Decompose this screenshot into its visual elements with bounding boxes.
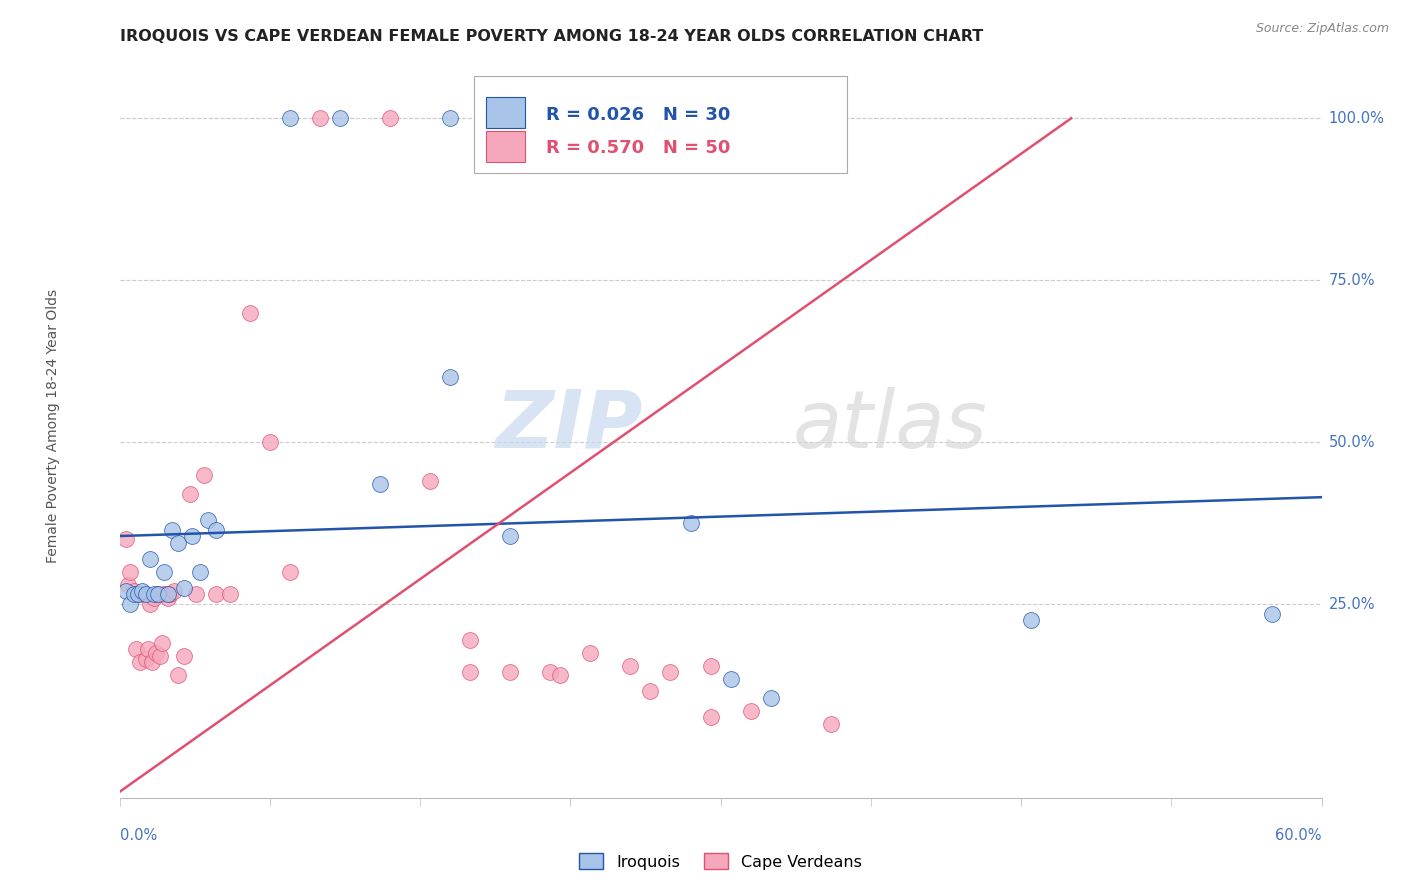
Point bbox=[550, 668, 572, 682]
Point bbox=[329, 112, 352, 126]
Point bbox=[239, 305, 262, 319]
Text: R = 0.026   N = 30: R = 0.026 N = 30 bbox=[547, 105, 731, 123]
Point bbox=[159, 587, 181, 601]
Point bbox=[155, 587, 177, 601]
Point bbox=[204, 587, 226, 601]
Point bbox=[218, 587, 240, 601]
Point bbox=[138, 551, 160, 566]
Text: ZIP: ZIP bbox=[495, 387, 643, 465]
Point bbox=[439, 370, 461, 384]
Point bbox=[142, 591, 165, 605]
Point bbox=[720, 672, 742, 686]
Point bbox=[197, 513, 219, 527]
Bar bbox=[486, 97, 524, 128]
Point bbox=[699, 710, 721, 724]
Point bbox=[278, 112, 301, 126]
Point bbox=[659, 665, 682, 679]
Point bbox=[162, 584, 184, 599]
Point bbox=[699, 658, 721, 673]
Point bbox=[458, 665, 481, 679]
Point bbox=[132, 587, 155, 601]
Point bbox=[458, 632, 481, 647]
Point bbox=[150, 636, 173, 650]
Point bbox=[160, 523, 183, 537]
Text: 0.0%: 0.0% bbox=[120, 828, 156, 843]
Legend: Iroquois, Cape Verdeans: Iroquois, Cape Verdeans bbox=[574, 847, 868, 876]
Point bbox=[173, 581, 195, 595]
Point bbox=[141, 656, 163, 670]
Point bbox=[146, 587, 169, 601]
Text: IROQUOIS VS CAPE VERDEAN FEMALE POVERTY AMONG 18-24 YEAR OLDS CORRELATION CHART: IROQUOIS VS CAPE VERDEAN FEMALE POVERTY … bbox=[120, 29, 983, 44]
Text: atlas: atlas bbox=[793, 387, 987, 465]
Point bbox=[156, 587, 179, 601]
Point bbox=[156, 591, 179, 605]
Point bbox=[378, 112, 401, 126]
Point bbox=[135, 652, 157, 666]
Point bbox=[579, 646, 602, 660]
Point bbox=[138, 597, 160, 611]
Point bbox=[188, 565, 211, 579]
Point bbox=[127, 587, 149, 601]
Point bbox=[152, 587, 174, 601]
Point bbox=[439, 112, 461, 126]
Text: Source: ZipAtlas.com: Source: ZipAtlas.com bbox=[1256, 22, 1389, 36]
Text: 50.0%: 50.0% bbox=[1329, 434, 1375, 450]
Point bbox=[1260, 607, 1282, 621]
Point bbox=[166, 668, 188, 682]
Point bbox=[127, 587, 149, 601]
Point bbox=[184, 587, 207, 601]
Point bbox=[135, 587, 157, 601]
Point bbox=[499, 529, 522, 543]
Point bbox=[538, 112, 561, 126]
Point bbox=[145, 646, 167, 660]
Point bbox=[114, 584, 136, 599]
FancyBboxPatch shape bbox=[474, 76, 846, 173]
Point bbox=[538, 665, 561, 679]
Point bbox=[118, 597, 141, 611]
Point bbox=[146, 587, 169, 601]
Point bbox=[114, 533, 136, 547]
Point bbox=[619, 658, 641, 673]
Text: R = 0.570   N = 50: R = 0.570 N = 50 bbox=[547, 139, 731, 157]
Point bbox=[740, 704, 762, 718]
Point bbox=[179, 487, 201, 501]
Point bbox=[278, 565, 301, 579]
Point bbox=[309, 112, 332, 126]
Text: 25.0%: 25.0% bbox=[1329, 597, 1375, 612]
Point bbox=[131, 587, 153, 601]
Point bbox=[499, 665, 522, 679]
Text: Female Poverty Among 18-24 Year Olds: Female Poverty Among 18-24 Year Olds bbox=[46, 289, 60, 563]
Point bbox=[259, 435, 281, 450]
Point bbox=[180, 529, 202, 543]
Point bbox=[152, 565, 174, 579]
Point bbox=[122, 584, 145, 599]
Point bbox=[128, 656, 150, 670]
Point bbox=[204, 523, 226, 537]
Point bbox=[193, 467, 215, 482]
Point bbox=[368, 477, 391, 491]
Point bbox=[820, 717, 842, 731]
Point bbox=[118, 565, 141, 579]
Point bbox=[173, 648, 195, 663]
Point bbox=[166, 535, 188, 549]
Text: 100.0%: 100.0% bbox=[1329, 111, 1385, 126]
Point bbox=[142, 587, 165, 601]
Point bbox=[124, 642, 146, 657]
Point bbox=[759, 690, 782, 705]
Point bbox=[1019, 613, 1042, 627]
Bar bbox=[486, 130, 524, 161]
Point bbox=[149, 648, 172, 663]
Text: 60.0%: 60.0% bbox=[1275, 828, 1322, 843]
Point bbox=[136, 642, 159, 657]
Point bbox=[640, 684, 662, 698]
Point bbox=[131, 584, 153, 599]
Point bbox=[599, 112, 621, 126]
Point bbox=[419, 474, 441, 488]
Text: 75.0%: 75.0% bbox=[1329, 273, 1375, 288]
Point bbox=[117, 577, 139, 591]
Point bbox=[679, 516, 702, 530]
Point bbox=[122, 587, 145, 601]
